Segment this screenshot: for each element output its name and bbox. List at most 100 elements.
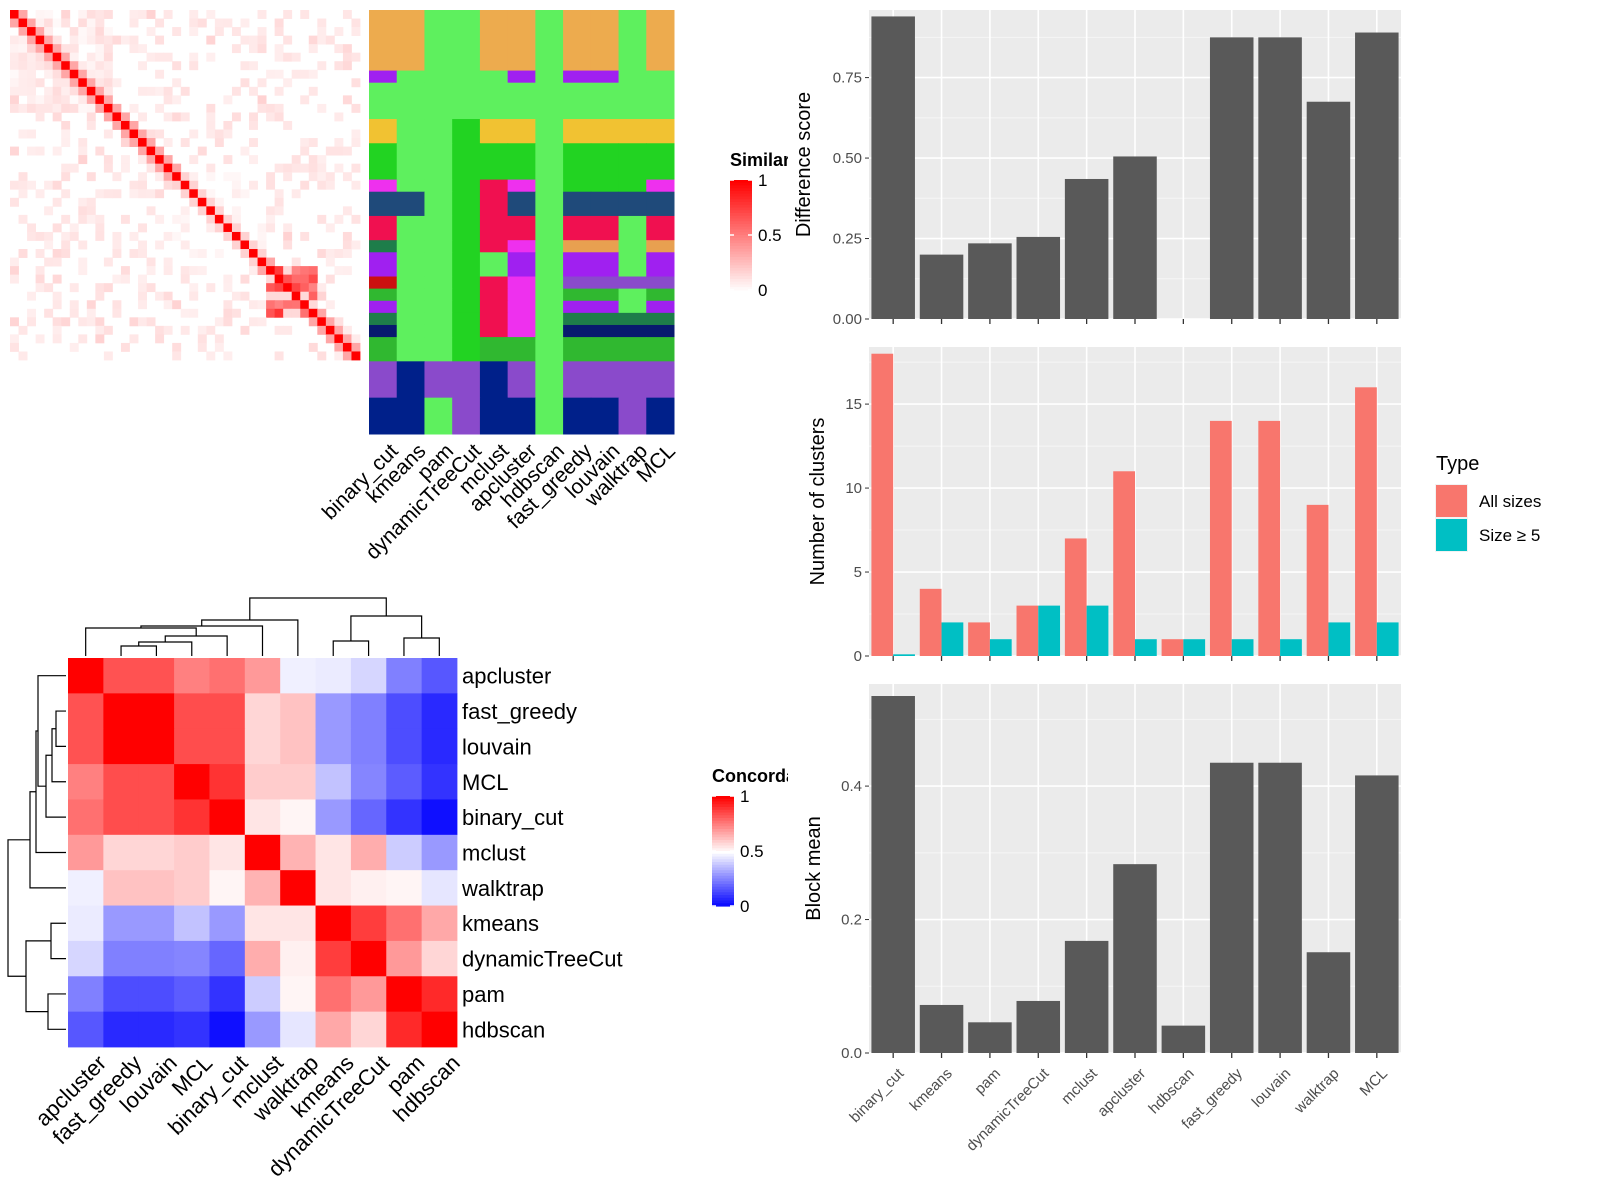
classification-cell — [507, 70, 536, 84]
similarity-cell — [342, 249, 352, 258]
classification-cell — [618, 179, 647, 193]
similarity-cell — [18, 86, 28, 96]
concordance-cell — [68, 764, 104, 800]
similarity-cell — [257, 103, 267, 113]
similarity-cell — [197, 325, 207, 335]
concordance-cell — [103, 870, 140, 906]
classification-cell — [424, 10, 453, 72]
similarity-cell — [10, 95, 19, 105]
concordance-cell — [209, 764, 246, 800]
similarity-cell — [334, 342, 344, 352]
similarity-cell — [10, 317, 19, 327]
similarity-cell — [129, 138, 139, 147]
classification-cell — [452, 252, 481, 278]
classification-cell — [396, 143, 425, 181]
concordance-cell — [244, 905, 281, 942]
similarity-cell — [274, 351, 284, 361]
similarity-cell — [86, 86, 96, 96]
similarity-cell — [257, 10, 267, 19]
concordance-cell — [209, 693, 246, 730]
similarity-cell — [172, 172, 182, 182]
similarity-cell — [274, 325, 284, 335]
similarity-cell — [300, 274, 310, 284]
similarity-cell — [103, 61, 113, 71]
similarity-cell — [189, 189, 199, 199]
similarity-cell — [172, 300, 182, 310]
similarity-cell — [249, 138, 258, 147]
similarity-cell — [325, 317, 335, 327]
similarity-cell — [18, 103, 28, 113]
classification-cell — [452, 10, 481, 72]
legend-gradient-step — [712, 801, 734, 805]
concordance-cell — [315, 693, 352, 730]
similarity-cell — [69, 61, 79, 71]
similarity-cell — [300, 308, 310, 318]
similarity-cell — [351, 52, 361, 62]
similarity-cell — [69, 223, 79, 233]
similarity-cell — [172, 342, 182, 352]
similarity-cell — [146, 189, 156, 199]
y-axis-label: Block mean — [803, 816, 825, 921]
similarity-cell — [351, 334, 361, 344]
similarity-cell — [95, 18, 105, 28]
classification-cell — [618, 70, 647, 84]
concordance-cell — [138, 905, 175, 942]
legend-gradient-step — [730, 193, 752, 198]
similarity-cell — [78, 240, 88, 250]
classification-cell — [479, 337, 509, 362]
classification-cell — [535, 10, 564, 72]
classification-cell — [563, 179, 592, 193]
similarity-cell — [283, 120, 293, 130]
bar — [919, 254, 964, 319]
legend-gradient-step — [730, 204, 752, 209]
similarity-cell — [69, 86, 79, 96]
classification-cell — [507, 215, 536, 241]
classification-cell — [479, 252, 509, 278]
concordance-cell — [103, 728, 140, 765]
legend-gradient-step — [712, 886, 734, 891]
similarity-cell — [44, 257, 54, 267]
concordance-cell — [68, 870, 104, 906]
similarity-cell — [35, 249, 45, 258]
classification-cell — [452, 312, 481, 326]
similarity-cell — [27, 291, 37, 301]
bar — [1086, 605, 1109, 656]
similarity-cell — [103, 257, 113, 267]
concordance-cell — [280, 976, 316, 1013]
similarity-cell — [180, 189, 190, 199]
classification-cell — [590, 240, 620, 253]
similarity-cell — [69, 35, 79, 45]
concordance-cell — [421, 834, 458, 871]
similarity-cell — [240, 291, 250, 301]
similarity-cell — [334, 334, 344, 344]
bar — [893, 654, 915, 656]
similarity-cell — [120, 129, 130, 139]
legend-gradient-step — [730, 254, 752, 258]
classification-cell — [507, 288, 536, 302]
bar — [968, 1022, 1012, 1053]
legend-gradient-step — [730, 240, 752, 244]
classification-cell — [396, 337, 425, 362]
classification-cell — [479, 300, 509, 314]
classification-cell — [369, 191, 398, 217]
similarity-cell — [223, 283, 233, 293]
concordance-cell — [386, 799, 423, 836]
classification-cell — [452, 337, 481, 362]
similarity-cell — [266, 291, 276, 301]
similarity-cell — [334, 214, 344, 224]
similarity-cell — [69, 44, 79, 54]
similarity-cell — [206, 214, 216, 224]
similarity-cell — [257, 257, 267, 267]
classification-cell — [396, 70, 425, 84]
classification-cell — [396, 215, 425, 241]
similarity-cell — [78, 27, 88, 37]
similarity-cell — [249, 61, 258, 71]
similarity-cell — [342, 52, 352, 62]
similarity-cell — [257, 35, 267, 45]
classification-cell — [646, 276, 675, 290]
classification-cell — [563, 397, 592, 435]
similarity-cell — [10, 86, 19, 96]
legend-gradient-step — [712, 903, 734, 907]
similarity-cell — [138, 155, 147, 165]
similarity-cell — [283, 308, 293, 318]
